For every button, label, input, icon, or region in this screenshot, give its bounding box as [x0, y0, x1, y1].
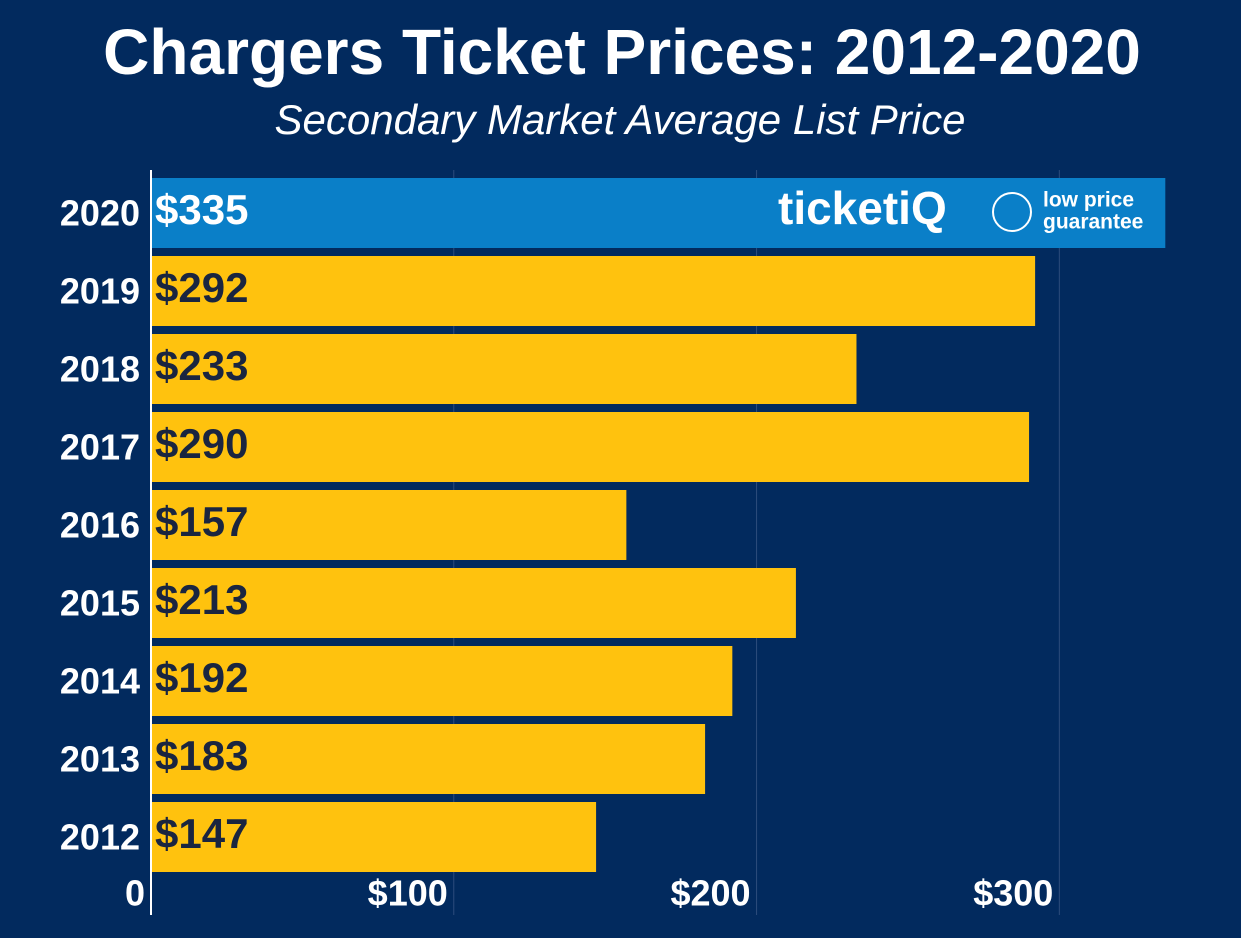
value-label: $147: [155, 810, 248, 857]
year-label: 2020: [60, 193, 140, 234]
x-tick-label: 0: [125, 873, 145, 914]
logo-badge: [992, 192, 1032, 232]
bar: [151, 802, 597, 872]
value-label: $335: [155, 186, 248, 233]
year-label: 2016: [60, 505, 140, 546]
bar: [151, 646, 733, 716]
bar: [151, 490, 627, 560]
year-label: 2014: [60, 661, 140, 702]
logo-tagline: low price: [1043, 189, 1134, 212]
value-label: $192: [155, 654, 248, 701]
year-label: 2018: [60, 349, 140, 390]
value-label: $233: [155, 342, 248, 389]
logo-tagline: guarantee: [1043, 211, 1143, 234]
year-label: 2017: [60, 427, 140, 468]
bar: [151, 412, 1030, 482]
logo-brand: ticketiQ: [778, 182, 947, 234]
year-label: 2013: [60, 739, 140, 780]
x-tick-label: $100: [368, 873, 448, 914]
chart-subtitle: Secondary Market Average List Price: [275, 96, 966, 143]
bar: [151, 334, 857, 404]
value-label: $183: [155, 732, 248, 779]
value-label: $292: [155, 264, 248, 311]
bar: [151, 568, 796, 638]
x-tick-label: $200: [670, 873, 750, 914]
value-label: $290: [155, 420, 248, 467]
value-label: $213: [155, 576, 248, 623]
year-label: 2019: [60, 271, 140, 312]
x-tick-label: $300: [973, 873, 1053, 914]
bar: [151, 178, 1166, 248]
year-label: 2015: [60, 583, 140, 624]
value-label: $157: [155, 498, 248, 545]
chart-title: Chargers Ticket Prices: 2012-2020: [103, 16, 1141, 88]
bar: [151, 256, 1036, 326]
bar: [151, 724, 706, 794]
year-label: 2012: [60, 817, 140, 858]
